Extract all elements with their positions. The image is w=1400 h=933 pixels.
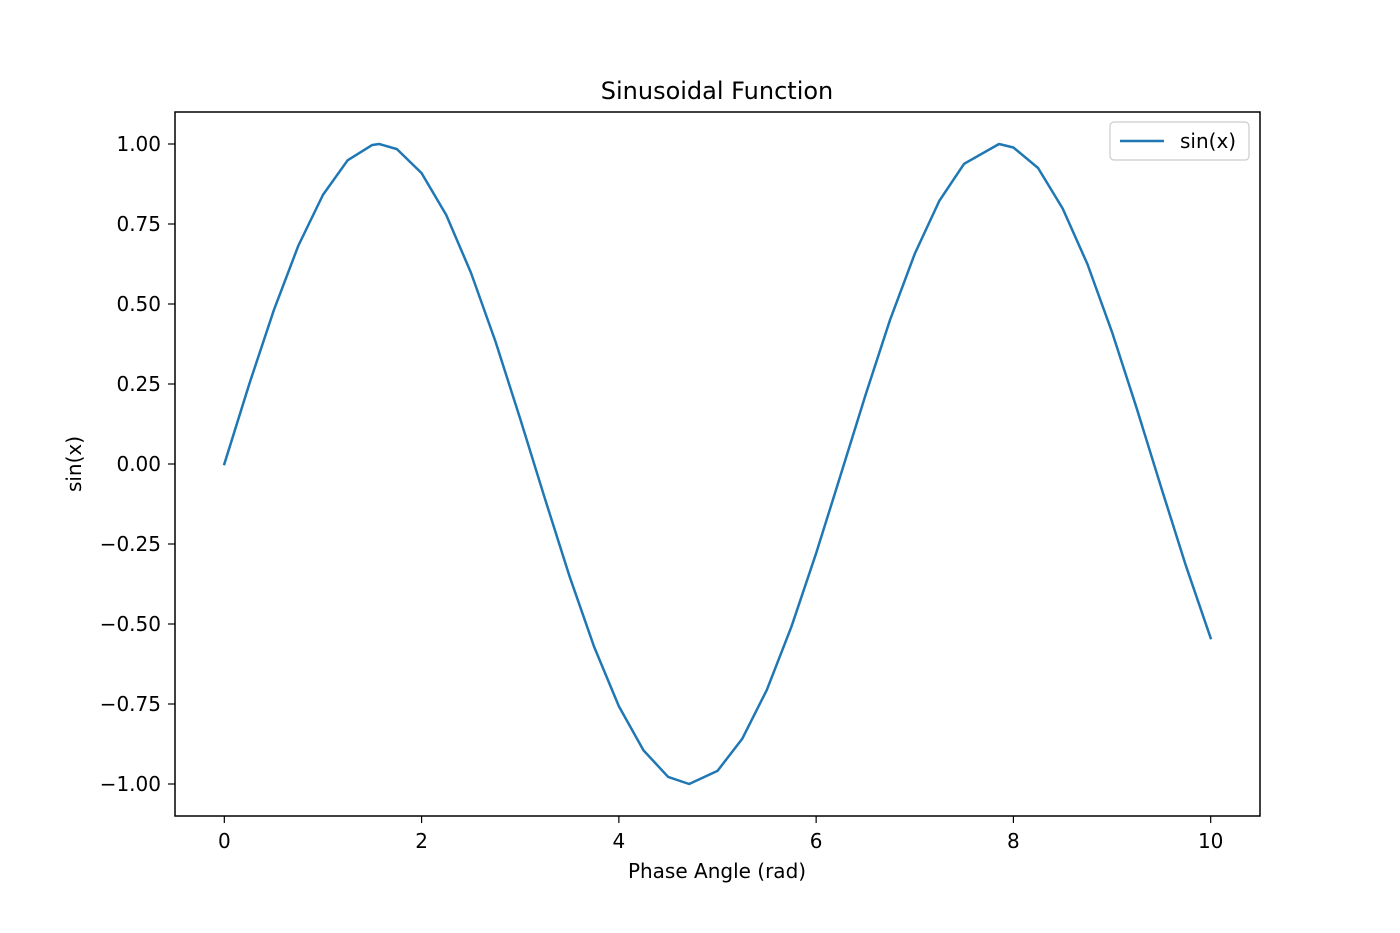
x-tick-label: 6 [810, 829, 823, 853]
y-tick-label: 0.00 [116, 452, 161, 476]
x-tick-label: 10 [1198, 829, 1223, 853]
x-tick-label: 8 [1007, 829, 1020, 853]
legend: sin(x) [1109, 121, 1250, 161]
y-tick-label: −1.00 [100, 772, 161, 796]
x-axis-label: Phase Angle (rad) [628, 859, 806, 883]
x-tick-label: 0 [218, 829, 231, 853]
y-tick-label: −0.50 [100, 612, 161, 636]
series-line-0 [222, 142, 1213, 786]
y-tick-label: −0.25 [100, 532, 161, 556]
y-tick-label: 1.00 [116, 132, 161, 156]
legend-box [1109, 121, 1250, 161]
y-axis-label: sin(x) [62, 436, 86, 492]
plot-area [175, 112, 1260, 816]
y-tick-label: 0.50 [116, 292, 161, 316]
x-tick-label: 4 [612, 829, 625, 853]
legend-label-sin: sin(x) [1180, 129, 1236, 153]
y-axis-ticks: 1.00 0.75 0.50 0.25 0.00 −0.25 −0.50 −0.75 −1.00 [100, 132, 175, 796]
y-tick-label: 0.25 [116, 372, 161, 396]
series-layer [222, 142, 1213, 786]
x-axis-ticks: 0 2 4 6 8 10 [218, 816, 1223, 853]
y-tick-label: −0.75 [100, 692, 161, 716]
x-tick-label: 2 [415, 829, 428, 853]
y-tick-label: 0.75 [116, 212, 161, 236]
chart-title: Sinusoidal Function [601, 77, 834, 105]
